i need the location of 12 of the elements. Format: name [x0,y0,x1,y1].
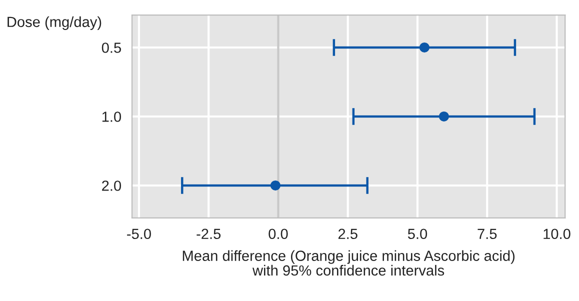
x-tick-label: -2.5 [196,228,221,240]
x-tick-label: 0.0 [268,228,288,240]
x-tick-label: 5.0 [408,228,428,240]
x-axis-title: Mean difference (Orange juice minus Ascorbic acid) with 95% confidence intervals [182,250,515,276]
x-tick-label: 7.5 [478,228,497,240]
y-tick-label: 2.0 [102,180,122,191]
x-tick-label: 2.5 [338,228,358,240]
x-tick-label: 10.0 [544,228,570,240]
y-tick-label: 0.5 [102,42,121,53]
y-tick-label: 1.0 [102,112,122,122]
x-tick-label: -5.0 [127,228,151,240]
y-axis-title: Dose (mg/day) [8,16,102,30]
